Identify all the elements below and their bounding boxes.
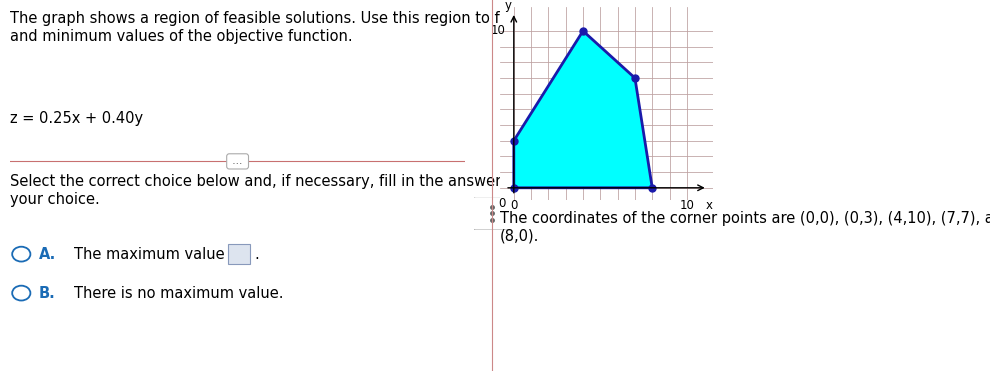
Text: The coordinates of the corner points are (0,0), (0,3), (4,10), (7,7), and
(8,0).: The coordinates of the corner points are… bbox=[500, 211, 990, 243]
Text: 0: 0 bbox=[510, 199, 518, 212]
Text: ...: ... bbox=[230, 157, 246, 166]
Text: B.: B. bbox=[39, 286, 55, 301]
Text: The maximum value is: The maximum value is bbox=[73, 247, 241, 262]
Text: 10: 10 bbox=[490, 24, 505, 37]
FancyBboxPatch shape bbox=[229, 244, 250, 264]
Text: There is no maximum value.: There is no maximum value. bbox=[73, 286, 283, 301]
Text: 0: 0 bbox=[498, 197, 505, 210]
Text: A.: A. bbox=[39, 247, 55, 262]
Text: y: y bbox=[504, 0, 511, 12]
Text: The graph shows a region of feasible solutions. Use this region to find maximum
: The graph shows a region of feasible sol… bbox=[10, 11, 601, 43]
Polygon shape bbox=[514, 31, 652, 188]
Text: x: x bbox=[706, 199, 713, 212]
Text: 10: 10 bbox=[679, 199, 694, 212]
Text: Select the correct choice below and, if necessary, fill in the answer box to com: Select the correct choice below and, if … bbox=[10, 174, 624, 207]
FancyBboxPatch shape bbox=[472, 197, 512, 230]
Text: z = 0.25x + 0.40y: z = 0.25x + 0.40y bbox=[10, 111, 143, 126]
Text: .: . bbox=[254, 247, 258, 262]
